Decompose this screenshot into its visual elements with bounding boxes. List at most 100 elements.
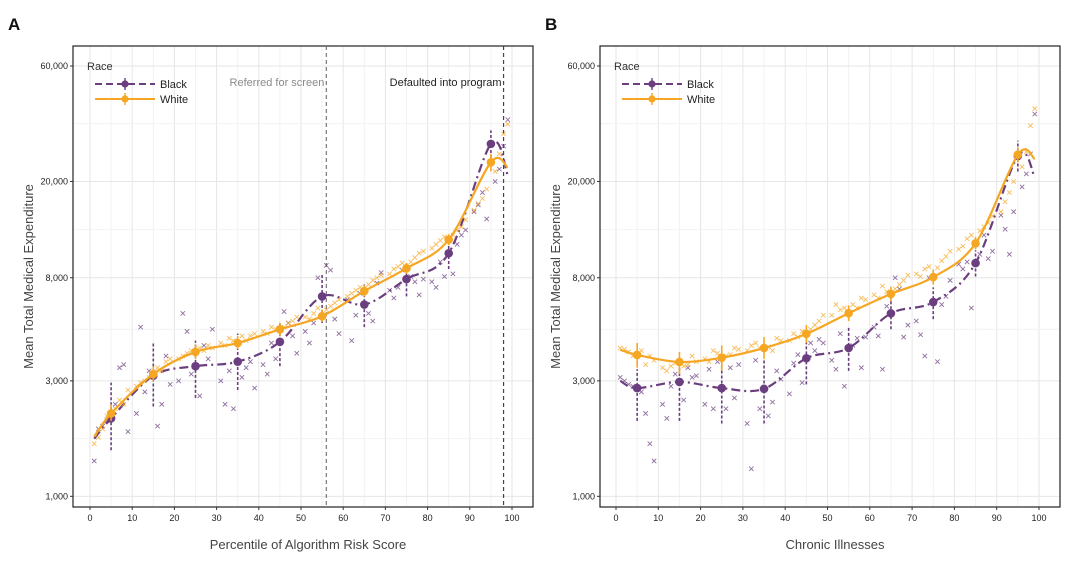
scatter-point bbox=[344, 293, 350, 299]
scatter-point bbox=[315, 275, 321, 281]
series-black bbox=[617, 111, 1038, 472]
binned-point bbox=[971, 258, 980, 268]
scatter-point bbox=[981, 232, 987, 238]
scatter-point bbox=[332, 316, 338, 322]
scatter-point bbox=[879, 366, 886, 372]
scatter-point bbox=[812, 348, 818, 354]
scatter-point bbox=[960, 243, 966, 249]
scatter-point bbox=[218, 378, 224, 384]
scatter-point bbox=[437, 259, 443, 265]
scatter-point bbox=[934, 265, 940, 271]
x-tick-label: 50 bbox=[296, 513, 306, 523]
scatter-point bbox=[922, 353, 928, 359]
scatter-point bbox=[378, 272, 384, 278]
binned-point bbox=[444, 248, 454, 258]
scatter-point bbox=[795, 352, 801, 358]
x-tick-label: 0 bbox=[613, 513, 618, 523]
threshold-label: Defaulted into program bbox=[390, 77, 502, 89]
scatter-point bbox=[391, 266, 397, 272]
scatter-point bbox=[454, 241, 460, 247]
scatter-point bbox=[681, 397, 687, 403]
scatter-point bbox=[812, 322, 818, 328]
scatter-point bbox=[290, 333, 296, 339]
scatter-point bbox=[433, 284, 439, 290]
scatter-point bbox=[222, 401, 228, 407]
scatter-point bbox=[660, 365, 666, 371]
scatter-point bbox=[808, 340, 814, 346]
y-tick-label: 60,000 bbox=[40, 61, 68, 71]
binned-point bbox=[106, 409, 116, 418]
scatter-point bbox=[180, 310, 186, 316]
y-tick-label: 1,000 bbox=[45, 491, 68, 501]
scatter-point bbox=[323, 262, 329, 268]
scatter-point bbox=[956, 246, 962, 252]
scatter-point bbox=[769, 399, 776, 405]
scatter-point bbox=[1006, 251, 1012, 257]
scatter-point bbox=[820, 312, 826, 318]
scatter-point bbox=[723, 406, 729, 412]
panel-a: A 0 10 20 30 40 50 60 70 80 90 100 1,000 3,000 8,000 20… bbox=[8, 15, 534, 552]
binned-point bbox=[233, 338, 242, 348]
x-tick-label: 10 bbox=[127, 513, 137, 523]
scatter-point bbox=[968, 305, 974, 311]
binned-point bbox=[759, 384, 769, 394]
binned-point bbox=[886, 289, 896, 299]
scatter-point bbox=[501, 143, 507, 149]
scatter-point bbox=[323, 307, 329, 313]
scatter-point bbox=[163, 359, 169, 365]
legend-title: Race bbox=[614, 61, 640, 73]
binned-point bbox=[149, 369, 158, 379]
scatter-point bbox=[336, 297, 342, 303]
scatter-point bbox=[349, 290, 355, 296]
scatter-point bbox=[702, 401, 708, 407]
scatter-point bbox=[786, 391, 792, 397]
scatter-point bbox=[294, 314, 300, 320]
scatter-point bbox=[753, 357, 759, 363]
scatter-point bbox=[226, 368, 232, 374]
scatter-point bbox=[664, 368, 670, 374]
scatter-point bbox=[1032, 106, 1038, 112]
scatter-point bbox=[689, 374, 695, 380]
scatter-point bbox=[112, 401, 118, 407]
binned-point bbox=[928, 297, 938, 307]
scatter-point bbox=[863, 334, 869, 340]
scatter-point bbox=[668, 383, 674, 389]
scatter-point bbox=[736, 362, 742, 368]
scatter-point bbox=[167, 356, 173, 362]
scatter-point bbox=[901, 334, 907, 340]
binned-point bbox=[802, 329, 811, 339]
scatter-point bbox=[892, 275, 898, 281]
scatter-point bbox=[913, 271, 919, 277]
scatter-point bbox=[706, 366, 712, 372]
scatter-point bbox=[744, 420, 750, 426]
scatter-point bbox=[947, 277, 953, 283]
scatter-point bbox=[934, 359, 940, 365]
scatter-point bbox=[731, 395, 737, 401]
scatter-point bbox=[302, 328, 308, 334]
scatter-point bbox=[91, 458, 97, 464]
y-tick-label: 8,000 bbox=[45, 273, 68, 283]
scatter-point bbox=[505, 117, 511, 123]
y-tick-label: 8,000 bbox=[572, 273, 595, 283]
scatter-point bbox=[791, 331, 797, 337]
scatter-point bbox=[285, 320, 291, 326]
scatter-point bbox=[964, 259, 970, 265]
scatter-point bbox=[429, 245, 435, 251]
scatter-point bbox=[901, 277, 907, 283]
scatter-point bbox=[281, 309, 287, 315]
scatter-point bbox=[205, 356, 211, 362]
scatter-point bbox=[408, 259, 414, 265]
scatter-point bbox=[142, 389, 148, 395]
scatter-point bbox=[260, 362, 266, 368]
scatter-point bbox=[479, 190, 485, 196]
scatter-point bbox=[1011, 178, 1017, 184]
scatter-point bbox=[463, 227, 469, 233]
scatter-point bbox=[905, 272, 911, 278]
binned-point bbox=[844, 308, 853, 318]
scatter-point bbox=[1019, 164, 1025, 170]
y-tick-label: 3,000 bbox=[45, 376, 68, 386]
scatter-point bbox=[239, 374, 245, 380]
scatter-point bbox=[264, 371, 270, 377]
legend-marker bbox=[648, 95, 656, 103]
